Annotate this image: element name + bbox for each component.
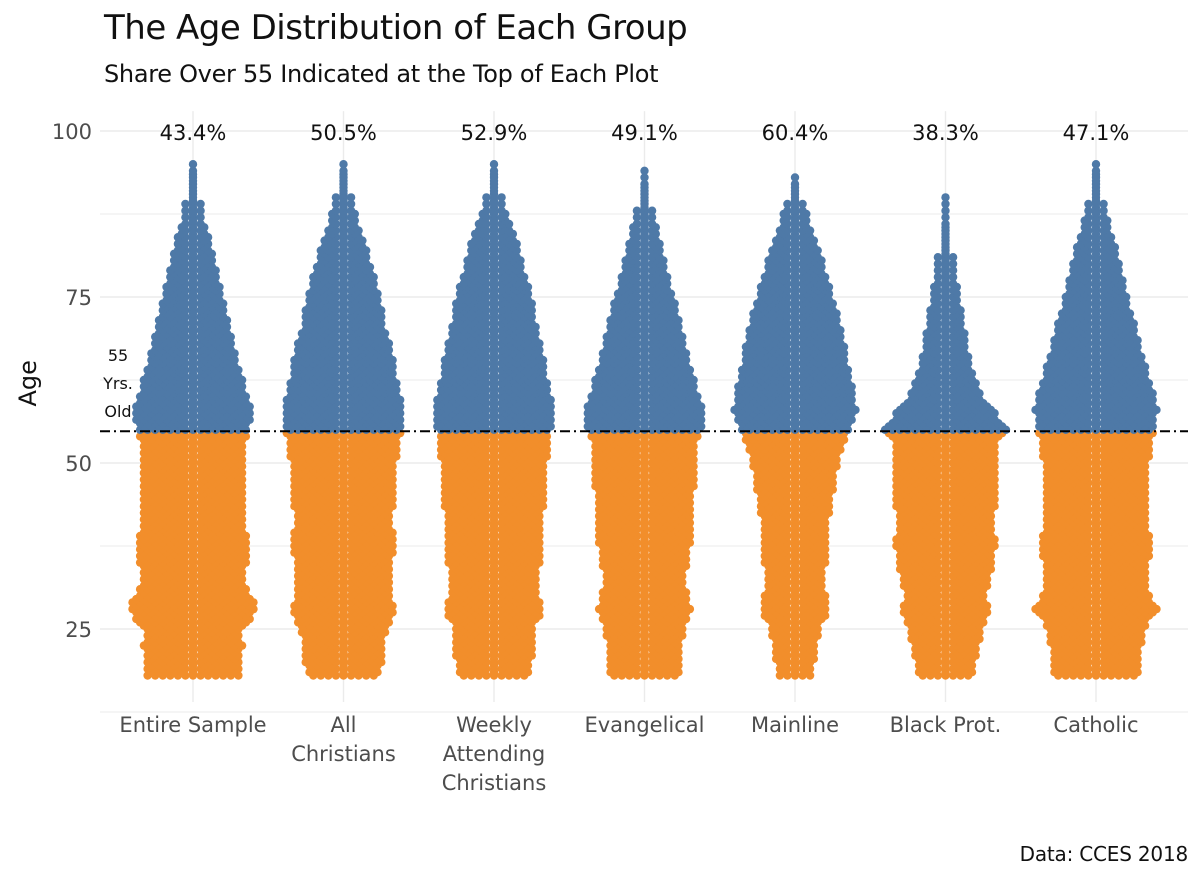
data-point <box>181 219 190 229</box>
chart-subtitle: Share Over 55 Indicated at the Top of Ea… <box>104 60 659 88</box>
y-axis-title: Age <box>14 360 42 406</box>
data-point <box>196 199 205 209</box>
data-point <box>188 160 198 169</box>
data-point <box>339 160 348 169</box>
chart-title: The Age Distribution of Each Group <box>104 8 688 48</box>
data-point <box>181 206 190 215</box>
data-layer <box>128 160 1161 680</box>
y-tick-label: 25 <box>65 618 92 642</box>
data-point <box>331 193 341 202</box>
data-point <box>196 206 205 215</box>
data-point <box>196 219 205 229</box>
data-point <box>188 166 198 175</box>
category-swarm <box>128 160 258 680</box>
y-axis: 25 50 75 100 Age <box>14 120 92 642</box>
data-point <box>489 160 499 169</box>
category-swarm <box>433 160 555 680</box>
data-point <box>181 213 190 222</box>
y-tick-label: 100 <box>52 120 92 144</box>
y-tick-label: 75 <box>65 286 92 310</box>
data-point <box>346 193 356 202</box>
data-point <box>497 193 506 202</box>
y-tick-label: 50 <box>65 452 92 476</box>
category-swarm <box>583 166 706 680</box>
data-point <box>482 193 491 202</box>
data-point <box>196 213 205 222</box>
data-point <box>181 199 190 209</box>
category-swarm <box>282 160 405 680</box>
